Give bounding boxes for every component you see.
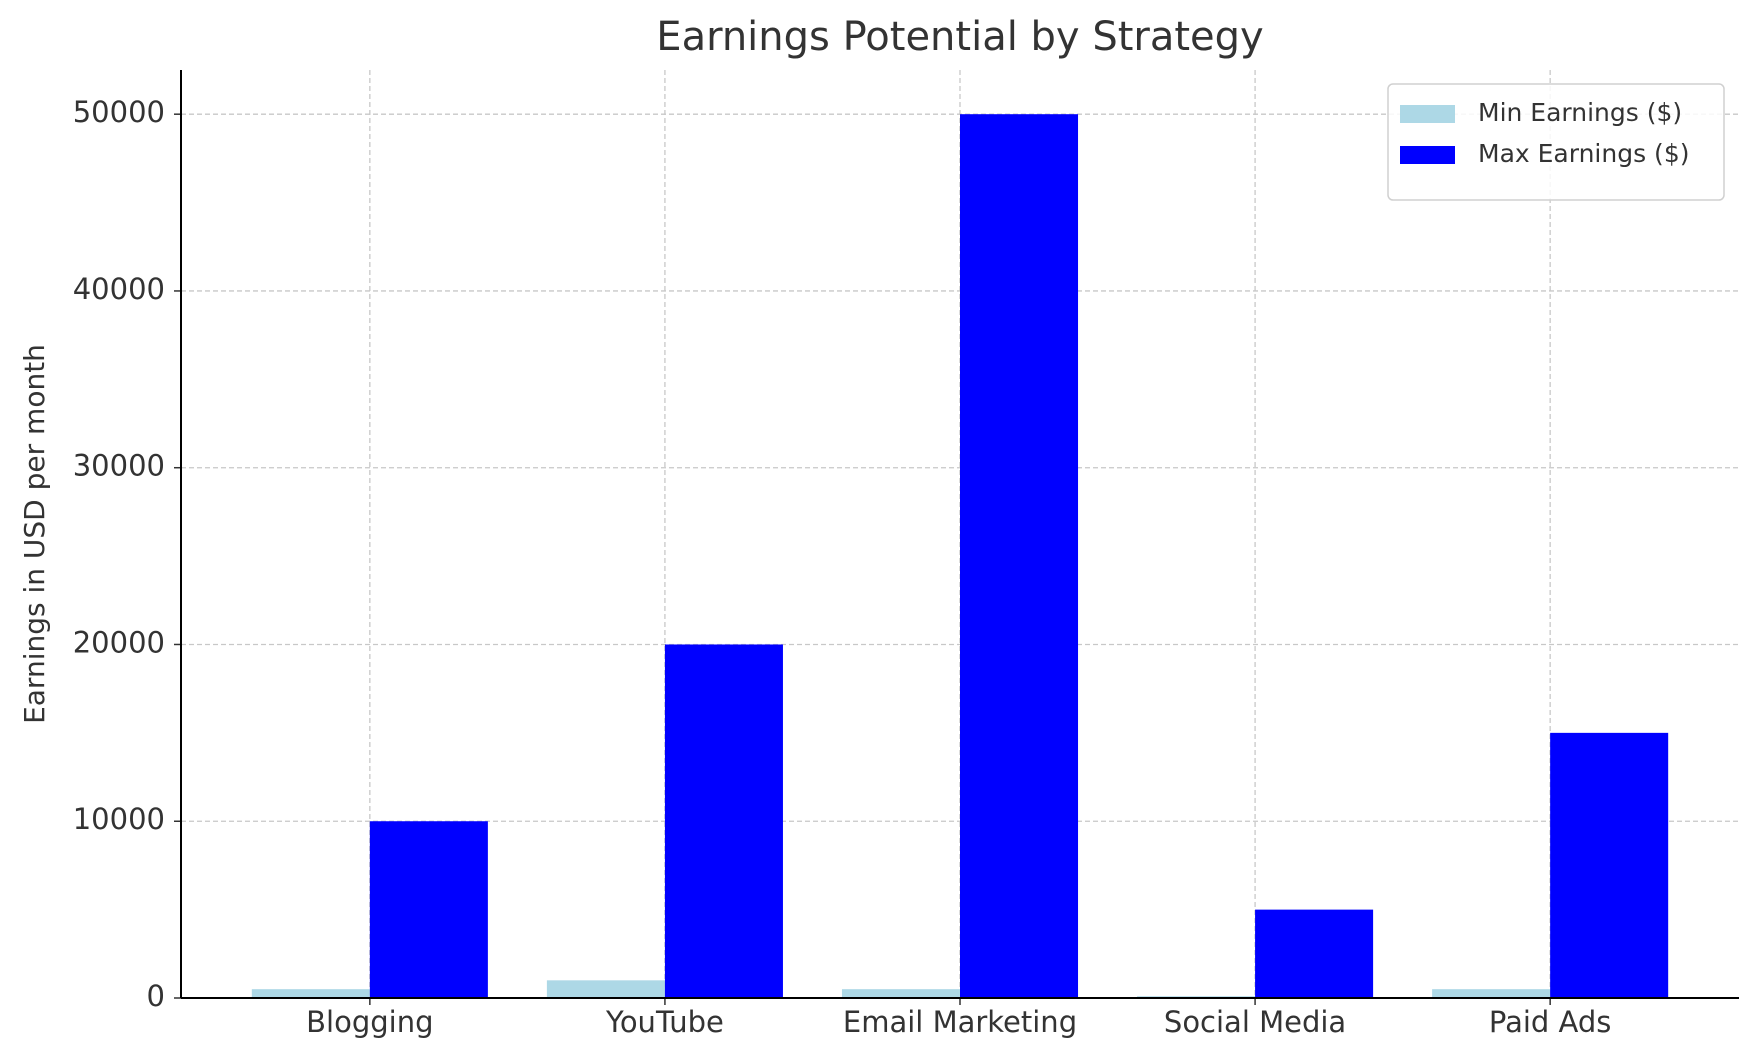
legend-label: Max Earnings ($)	[1478, 139, 1689, 168]
bar	[369, 821, 488, 998]
x-tick-label: YouTube	[605, 1005, 724, 1039]
x-tick-label: Email Marketing	[843, 1005, 1077, 1039]
y-tick-label: 50000	[73, 95, 165, 129]
y-tick-label: 30000	[73, 449, 165, 483]
bar	[251, 989, 370, 998]
x-tick-label: Paid Ads	[1489, 1005, 1612, 1039]
legend: Min Earnings ($) Max Earnings ($)	[1387, 83, 1725, 201]
legend-swatch	[1400, 146, 1455, 164]
bar	[664, 644, 783, 998]
y-tick-label: 40000	[73, 272, 165, 306]
bar	[960, 114, 1079, 998]
y-tick-label: 0	[147, 979, 165, 1013]
legend-label: Min Earnings ($)	[1478, 98, 1682, 127]
bar	[1255, 909, 1374, 998]
x-tick-label: Blogging	[306, 1005, 433, 1039]
legend-box	[1387, 83, 1725, 201]
chart-title: Earnings Potential by Strategy	[656, 14, 1263, 60]
bar	[1550, 732, 1669, 998]
bar	[1432, 989, 1551, 998]
bar	[546, 980, 665, 998]
y-axis-label: Earnings in USD per month	[18, 344, 51, 724]
bar	[841, 989, 960, 998]
x-tick-label: Social Media	[1164, 1005, 1346, 1039]
y-tick-label: 10000	[73, 802, 165, 836]
y-tick-label: 20000	[73, 625, 165, 659]
legend-swatch	[1400, 105, 1455, 123]
